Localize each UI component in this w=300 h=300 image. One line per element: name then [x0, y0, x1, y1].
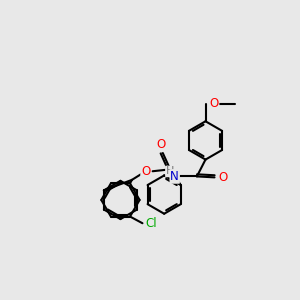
- Text: O: O: [141, 165, 150, 178]
- Text: Cl: Cl: [145, 217, 157, 230]
- Text: O: O: [218, 171, 228, 184]
- Text: O: O: [209, 97, 219, 110]
- Text: H: H: [166, 167, 174, 176]
- Text: O: O: [156, 138, 165, 151]
- Text: N: N: [170, 170, 179, 183]
